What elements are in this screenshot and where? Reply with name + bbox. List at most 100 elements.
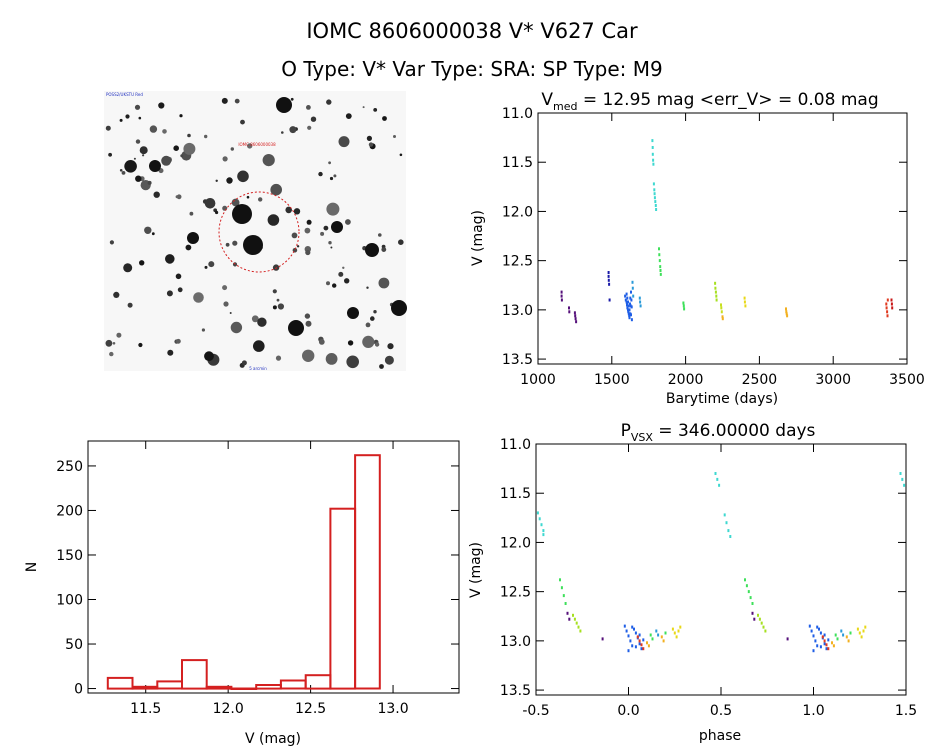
data-point [623,624,626,628]
finder-star [121,171,126,175]
finder-star [175,273,182,280]
phased-curve-x-label: phase [699,728,741,744]
data-point [575,320,578,324]
finder-star [291,232,298,239]
data-point [627,300,629,304]
data-point [653,192,656,196]
finder-star [378,277,390,289]
data-point [640,643,643,647]
finder-star [105,125,111,131]
data-point [629,639,632,643]
y-tick-label: 12.5 [502,254,533,270]
finder-star [108,152,112,157]
data-point [849,631,852,635]
finder-bright-star [149,160,161,172]
data-point [714,286,717,290]
data-point [819,645,822,649]
data-point [579,629,582,633]
finder-star [230,147,234,151]
data-point [836,637,839,641]
finder-star [187,133,191,138]
finder-star [330,246,333,249]
data-point [675,635,678,639]
data-point [816,625,819,629]
finder-star [185,244,192,251]
data-point [626,296,629,300]
data-point [626,306,629,310]
finder-star [127,302,133,308]
finder-star [345,113,352,119]
finder-star [270,183,283,196]
data-point [640,647,643,651]
finder-star [362,335,375,348]
data-point [657,633,660,637]
data-point [744,304,747,308]
x-tick-label: 0.0 [617,703,639,719]
finder-star [183,142,196,155]
finder-star [223,301,229,307]
data-point [607,271,610,274]
finder-star [251,315,259,323]
data-point [560,298,563,302]
data-point [607,274,610,278]
data-point [860,635,863,639]
data-point [573,311,576,315]
data-point [751,602,754,605]
x-tick-label: 2000 [668,372,704,388]
finder-bright-star [232,204,252,224]
finder-star [293,208,301,215]
finder-bright-star [187,232,199,244]
finder-star [177,287,183,293]
data-point [608,282,611,286]
finder-star [310,116,317,122]
data-point [842,633,845,637]
data-point [627,312,630,316]
finder-star [272,264,280,271]
finder-star [393,135,396,138]
x-tick-label: 3000 [815,372,851,388]
finder-star [230,321,243,334]
data-point [638,642,641,646]
x-tick-label: -0.5 [522,703,549,719]
data-point [812,634,815,638]
finder-star [275,355,282,361]
finder-star [204,265,208,269]
data-point [743,300,746,304]
finder-star [149,125,158,133]
data-point [729,535,732,538]
light-curve-plot-frame [537,112,908,365]
data-point [629,296,632,300]
x-tick-label: 1.5 [895,703,917,719]
finder-star [262,154,275,167]
data-point [625,629,628,633]
phased-curve-x-ticks: -0.5 0.0 0.5 1.0 1.5 [522,444,917,719]
data-point [568,306,570,310]
data-point [720,310,723,314]
x-tick-label: 2500 [742,372,778,388]
finder-star [347,340,354,346]
finder-star [318,171,323,177]
finder-star [204,351,214,362]
data-point [631,286,634,290]
data-point [560,586,563,590]
data-point [720,306,723,310]
finder-star [147,180,152,185]
data-point [630,318,633,322]
finder-star [204,134,208,139]
data-point [659,265,662,269]
data-point [559,578,561,582]
finder-star [366,135,372,141]
phased-curve-panel: PVSX = 346.00000 days -0.5 0.0 0.5 1.0 1.5 1… [468,421,917,744]
data-point [638,296,641,300]
data-point [716,477,719,481]
data-point [727,529,730,533]
finder-star [237,170,249,183]
data-point [862,629,865,633]
data-point [624,294,627,298]
finder-star [381,247,387,253]
data-point [785,307,787,311]
data-point [639,304,642,308]
finder-star [252,340,265,352]
data-point [743,296,746,300]
data-point [653,188,656,192]
